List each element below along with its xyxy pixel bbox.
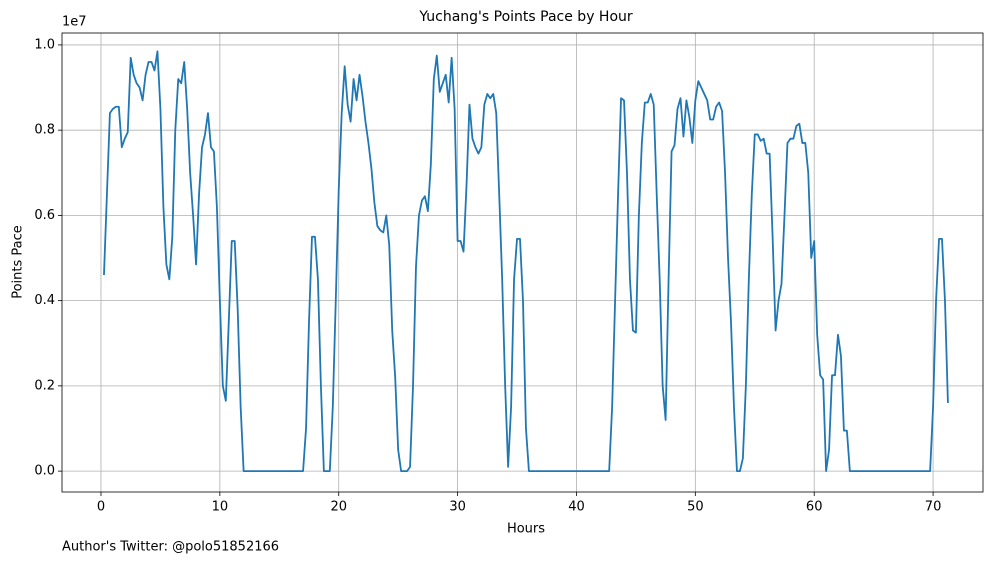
x-tick-label: 40 — [568, 500, 585, 515]
chart-title: Yuchang's Points Pace by Hour — [418, 9, 633, 25]
y-tick-label: 0.8 — [34, 123, 55, 138]
footnote: Author's Twitter: @polo51852166 — [62, 540, 279, 555]
x-tick-label: 20 — [330, 500, 347, 515]
x-tick-label: 70 — [925, 500, 942, 515]
y-axis-label: Points Pace — [11, 225, 26, 299]
plot-frame — [61, 32, 984, 493]
y-tick-label: 0.6 — [34, 208, 55, 223]
y-tick-label: 0.0 — [34, 464, 55, 479]
x-tick-label: 50 — [687, 500, 704, 515]
x-tick-label: 10 — [212, 500, 229, 515]
x-tick-label: 0 — [97, 500, 105, 515]
data-line — [103, 50, 949, 473]
y-tick-label: 0.4 — [34, 293, 55, 308]
x-axis-label: Hours — [507, 522, 545, 537]
x-tick-label: 60 — [806, 500, 823, 515]
y-tick-label: 1.0 — [34, 37, 55, 52]
y-tick-label: 0.2 — [34, 378, 55, 393]
y-offset-label: 1e7 — [62, 15, 87, 30]
x-tick-label: 30 — [449, 500, 466, 515]
